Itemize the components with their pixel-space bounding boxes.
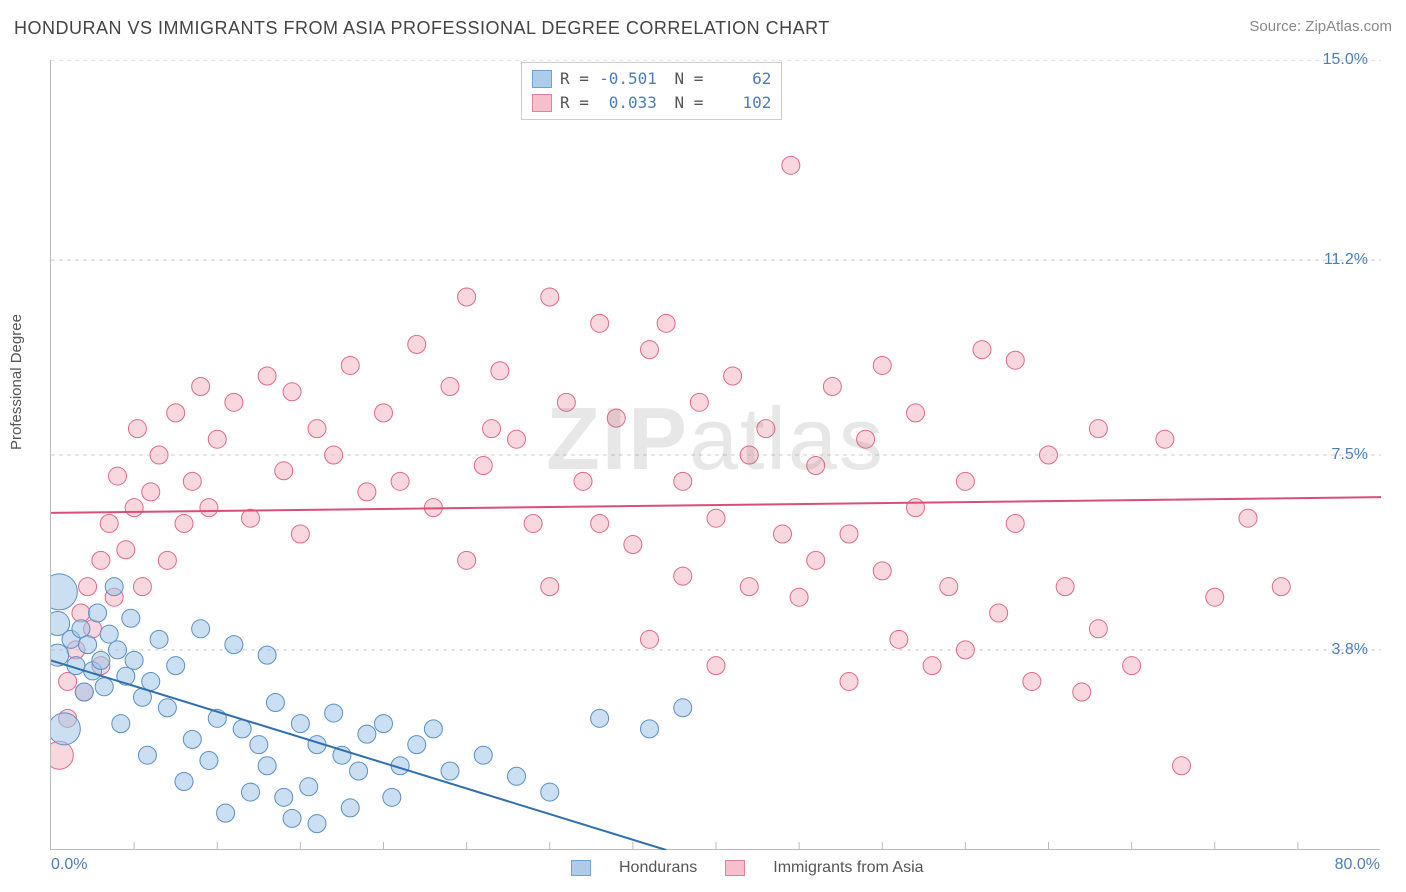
x-tick-label: 0.0% (51, 856, 87, 874)
source-link[interactable]: ZipAtlas.com (1305, 18, 1392, 35)
y-tick-label: 7.5% (1332, 446, 1368, 464)
swatch-asia (532, 94, 552, 112)
legend-label-hondurans: Hondurans (619, 859, 697, 877)
y-tick-label: 11.2% (1324, 251, 1368, 269)
source-attribution: Source: ZipAtlas.com (1249, 18, 1392, 35)
y-tick-label: 3.8% (1332, 641, 1368, 659)
legend-swatch-hondurans (571, 860, 591, 876)
plot-area: ZIPatlas R =-0.501 N =62 R =0.033 N =102… (50, 60, 1380, 850)
stats-legend-box: R =-0.501 N =62 R =0.033 N =102 (521, 62, 782, 120)
series-legend: Hondurans Immigrants from Asia (571, 859, 924, 877)
chart-title: HONDURAN VS IMMIGRANTS FROM ASIA PROFESS… (14, 18, 830, 38)
legend-swatch-asia (725, 860, 745, 876)
scatter-plot-svg (51, 60, 1381, 850)
swatch-hondurans (532, 70, 552, 88)
y-axis-label: Professional Degree (8, 314, 25, 450)
legend-label-asia: Immigrants from Asia (773, 859, 923, 877)
stats-row-hondurans: R =-0.501 N =62 (532, 67, 771, 91)
stats-row-asia: R =0.033 N =102 (532, 91, 771, 115)
x-tick-label: 80.0% (1335, 856, 1380, 874)
y-tick-label: 15.0% (1323, 51, 1368, 69)
